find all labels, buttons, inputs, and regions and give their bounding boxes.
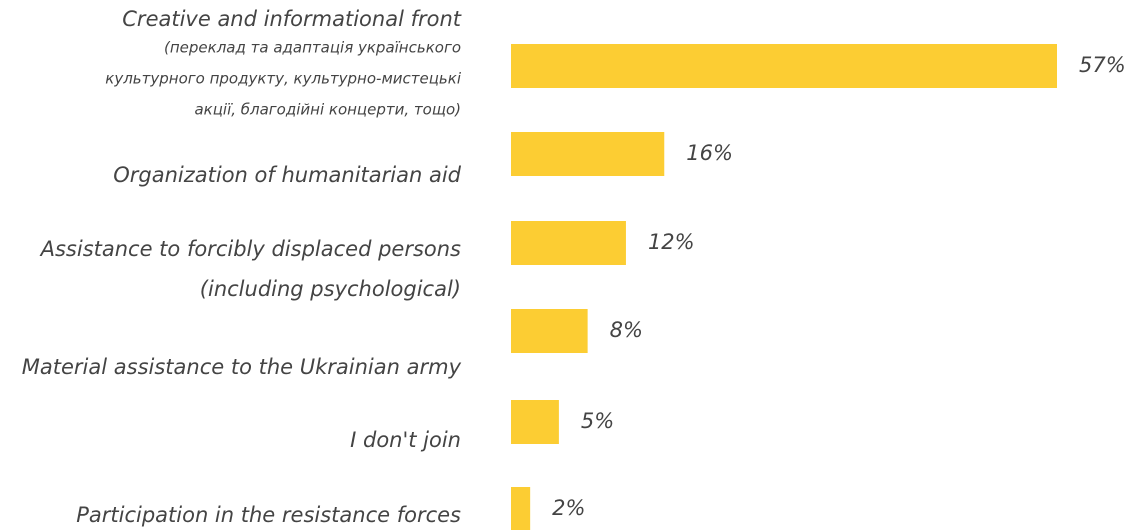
bar-5 (511, 487, 531, 530)
category-label-5: Participation in the resistance forces (76, 503, 461, 527)
bar-3 (511, 309, 588, 353)
value-label-0: 57% (1079, 53, 1126, 77)
bar-1 (511, 132, 665, 176)
bar-4 (511, 400, 559, 444)
category-sublabel-0-line-2: акції, благодійні концерти, тощо) (194, 101, 461, 119)
value-label-1: 16% (686, 141, 733, 165)
value-label-4: 5% (581, 409, 614, 433)
bar-2 (511, 221, 626, 265)
category-label-2-line-1: (including psychological) (200, 277, 461, 301)
category-label-4: I don't join (350, 428, 461, 452)
category-sublabel-0-line-1: культурного продукту, культурно-мистецьк… (105, 70, 462, 88)
value-label-2: 12% (648, 230, 695, 254)
category-label-2-line-0: Assistance to forcibly displaced persons (39, 237, 461, 261)
bar-0 (511, 44, 1057, 88)
value-label-5: 2% (552, 496, 585, 520)
category-sublabel-0-line-0: (переклад та адаптація українського (164, 39, 461, 57)
category-label-3: Material assistance to the Ukrainian arm… (22, 355, 462, 379)
value-label-3: 8% (610, 318, 643, 342)
category-label-0: Creative and informational front (122, 7, 461, 31)
category-label-1: Organization of humanitarian aid (113, 163, 461, 187)
